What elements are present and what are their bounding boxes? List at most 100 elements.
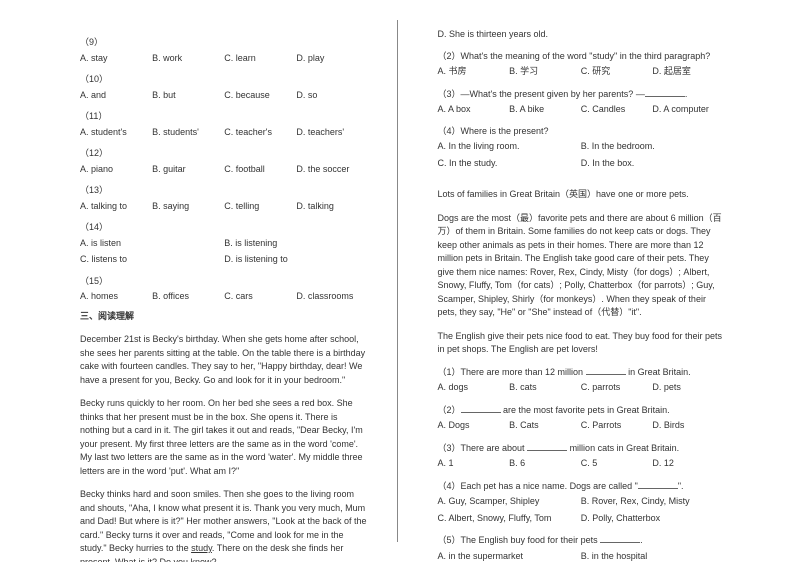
passage1-p2: Becky runs quickly to her room. On her b…	[80, 397, 369, 478]
p2q4-options1: A. Guy, Scamper, Shipley B. Rover, Rex, …	[438, 495, 725, 509]
rq2-d: D. 起居室	[652, 65, 724, 79]
section-title: 三、阅读理解	[80, 310, 369, 324]
p2q2-stem: （2） are the most favorite pets in Great …	[438, 403, 725, 418]
p2q3-blank	[527, 441, 567, 451]
p2q4-oa: A. Guy, Scamper, Shipley	[438, 495, 581, 509]
q14-options: A. is listen B. is listening	[80, 237, 369, 251]
passage2-p1: Lots of families in Great Britain（英国）hav…	[438, 188, 725, 202]
p2q3-oa: A. 1	[438, 457, 510, 471]
q9-c: C. learn	[224, 52, 296, 66]
rq2-options: A. 书房 B. 学习 C. 研究 D. 起居室	[438, 65, 725, 79]
rq3-c: C. Candles	[581, 103, 653, 117]
p2q4-b: ".	[678, 481, 684, 491]
q15-d: D. classrooms	[296, 290, 368, 304]
rq3-stem: （3）—What's the present given by her pare…	[438, 87, 725, 102]
q14-a: A. is listen	[80, 237, 224, 251]
p2q2-oa: A. Dogs	[438, 419, 510, 433]
p2q4-options2: C. Albert, Snowy, Fluffy, Tom D. Polly, …	[438, 512, 725, 526]
q12-b: B. guitar	[152, 163, 224, 177]
p2q1-oa: A. dogs	[438, 381, 510, 395]
right-column: D. She is thirteen years old. （2）What's …	[398, 0, 794, 562]
p2q2-b: are the most favorite pets in Great Brit…	[501, 405, 670, 415]
rq2-a: A. 书房	[438, 65, 510, 79]
p2q4-ob: B. Rover, Rex, Cindy, Misty	[581, 495, 724, 509]
p2q3-od: D. 12	[652, 457, 724, 471]
rq4-c: C. In the study.	[438, 157, 581, 171]
rq4-d: D. In the box.	[581, 157, 724, 171]
p2q5-a: （5）The English buy food for their pets	[438, 535, 601, 545]
p2q4-blank	[638, 479, 678, 489]
p2q5-oa: A. in the supermarket	[438, 550, 581, 562]
page: （9） A. stay B. work C. learn D. play （10…	[0, 0, 794, 562]
p2q4-od: D. Polly, Chatterbox	[581, 512, 724, 526]
q9-a: A. stay	[80, 52, 152, 66]
rq3-a: A. A box	[438, 103, 510, 117]
rq4-b: B. In the bedroom.	[581, 140, 724, 154]
q14-c: C. listens to	[80, 253, 224, 267]
p2q4-oc: C. Albert, Snowy, Fluffy, Tom	[438, 512, 581, 526]
q14-num: （14）	[80, 221, 369, 235]
rq2-c: C. 研究	[581, 65, 653, 79]
q13-options: A. talking to B. saying C. telling D. ta…	[80, 200, 369, 214]
q9-num: （9）	[80, 36, 369, 50]
q11-num: （11）	[80, 110, 369, 124]
rq3-blank	[645, 87, 685, 97]
q14-d: D. is listening to	[224, 253, 368, 267]
rq2-stem: （2）What's the meaning of the word "study…	[438, 50, 725, 64]
q11-b: B. students'	[152, 126, 224, 140]
q11-a: A. student's	[80, 126, 152, 140]
q14-options2: C. listens to D. is listening to	[80, 253, 369, 267]
q10-options: A. and B. but C. because D. so	[80, 89, 369, 103]
p2q1-options: A. dogs B. cats C. parrots D. pets	[438, 381, 725, 395]
rq4-options1: A. In the living room. B. In the bedroom…	[438, 140, 725, 154]
rq2-b: B. 学习	[509, 65, 581, 79]
passage2-p2: Dogs are the most（最）favorite pets and th…	[438, 212, 725, 320]
rq3-stem-text: （3）—What's the present given by her pare…	[438, 89, 645, 99]
q12-c: C. football	[224, 163, 296, 177]
passage2-p3: The English give their pets nice food to…	[438, 330, 725, 357]
q11-c: C. teacher's	[224, 126, 296, 140]
rq3-b: B. A bike	[509, 103, 581, 117]
q10-b: B. but	[152, 89, 224, 103]
p2q4-a: （4）Each pet has a nice name. Dogs are ca…	[438, 481, 638, 491]
p2q2-blank	[461, 403, 501, 413]
q13-c: C. telling	[224, 200, 296, 214]
p2q1-blank	[586, 365, 626, 375]
p2q2-a: （2）	[438, 405, 461, 415]
p2q3-stem: （3）There are about million cats in Great…	[438, 441, 725, 456]
q10-d: D. so	[296, 89, 368, 103]
p2q3-ob: B. 6	[509, 457, 581, 471]
p2q5-blank	[600, 533, 640, 543]
p2q2-options: A. Dogs B. Cats C. Parrots D. Birds	[438, 419, 725, 433]
q9-options: A. stay B. work C. learn D. play	[80, 52, 369, 66]
p2q2-ob: B. Cats	[509, 419, 581, 433]
p3-study-underline: study	[191, 543, 212, 553]
p2q2-oc: C. Parrots	[581, 419, 653, 433]
p2q1-b: in Great Britain.	[626, 367, 691, 377]
left-column: （9） A. stay B. work C. learn D. play （10…	[0, 0, 397, 562]
p2q1-a: （1）There are more than 12 million	[438, 367, 586, 377]
rq4-stem: （4）Where is the present?	[438, 125, 725, 139]
passage1-p3: Becky thinks hard and soon smiles. Then …	[80, 488, 369, 562]
rq3-options: A. A box B. A bike C. Candles D. A compu…	[438, 103, 725, 117]
p2q3-oc: C. 5	[581, 457, 653, 471]
q12-num: （12）	[80, 147, 369, 161]
q13-num: （13）	[80, 184, 369, 198]
q10-c: C. because	[224, 89, 296, 103]
p2q3-a: （3）There are about	[438, 443, 528, 453]
rq4-options2: C. In the study. D. In the box.	[438, 157, 725, 171]
p2q1-oc: C. parrots	[581, 381, 653, 395]
q13-d: D. talking	[296, 200, 368, 214]
p2q1-ob: B. cats	[509, 381, 581, 395]
q15-num: （15）	[80, 275, 369, 289]
q12-options: A. piano B. guitar C. football D. the so…	[80, 163, 369, 177]
q14-b: B. is listening	[224, 237, 368, 251]
passage1-p1: December 21st is Becky's birthday. When …	[80, 333, 369, 387]
p2q2-od: D. Birds	[652, 419, 724, 433]
q13-a: A. talking to	[80, 200, 152, 214]
q15-options: A. homes B. offices C. cars D. classroom…	[80, 290, 369, 304]
rq4-a: A. In the living room.	[438, 140, 581, 154]
p2q1-stem: （1）There are more than 12 million in Gre…	[438, 365, 725, 380]
q9-d: D. play	[296, 52, 368, 66]
q15-b: B. offices	[152, 290, 224, 304]
